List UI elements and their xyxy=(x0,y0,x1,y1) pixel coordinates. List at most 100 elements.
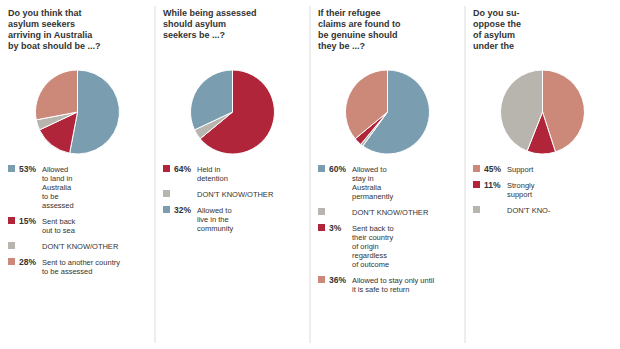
label-swatch xyxy=(318,276,325,283)
text-line: assessed xyxy=(42,201,74,210)
text-line: to be assessed xyxy=(42,267,92,276)
chart-panel: While being assessedshould asylumseekers… xyxy=(155,6,274,343)
slice-label: Held indetention xyxy=(197,165,228,183)
text-line: it is safe to return xyxy=(352,285,410,294)
label-swatch xyxy=(163,206,170,213)
data-label: 45% xyxy=(484,164,501,174)
text-line: Do you su- xyxy=(473,8,520,18)
label-swatch xyxy=(8,165,15,172)
data-label: 32% xyxy=(174,205,191,215)
slice-label: DON'T KNO- xyxy=(507,206,551,215)
text-line: If their refugee xyxy=(318,8,381,18)
chart-title: Do you think thatasylum seekersarriving … xyxy=(8,8,101,51)
label-swatch xyxy=(8,217,15,224)
chart-panel: Do you think thatasylum seekersarriving … xyxy=(8,8,120,276)
text-line: Do you think that xyxy=(8,8,82,18)
text-line: Allowed to xyxy=(352,165,387,174)
text-line: to land in xyxy=(42,174,72,183)
text-line: Sent back xyxy=(42,217,76,226)
text-line: Strongly xyxy=(507,181,535,190)
pie-slice xyxy=(345,70,387,139)
slice-label: DON'T KNOW/OTHER xyxy=(352,208,429,217)
slice-label: DON'T KNOW/OTHER xyxy=(197,190,274,199)
label-swatch xyxy=(163,165,170,172)
separator xyxy=(155,6,156,343)
text-line: arriving in Australia xyxy=(8,30,93,40)
text-line: they be ...? xyxy=(318,41,365,51)
text-line: of outcome xyxy=(352,260,389,269)
chart-panel: Do you su-oppose theof asylumunder the 45… xyxy=(465,6,584,343)
label-swatch xyxy=(318,224,325,231)
chart-title: Do you su-oppose theof asylumunder the xyxy=(473,8,521,51)
text-line: Australia xyxy=(42,183,72,192)
slice-label: Support xyxy=(507,165,534,174)
slice-label: DON'T KNOW/OTHER xyxy=(42,242,119,251)
text-line: regardless xyxy=(352,251,387,260)
slice-label: Sent back totheir countryof originregard… xyxy=(352,224,394,269)
label-swatch xyxy=(8,242,15,249)
label-swatch xyxy=(473,206,480,213)
text-line: to be xyxy=(42,192,59,201)
text-line: Allowed to stay only until xyxy=(352,276,434,285)
slice-label: Allowed to stay only untilit is safe to … xyxy=(352,276,434,294)
data-label: 3% xyxy=(329,223,342,233)
text-line: DON'T KNOW/OTHER xyxy=(352,208,429,217)
text-line: out to sea xyxy=(42,226,76,235)
text-line: their country xyxy=(352,233,394,242)
data-label: 64% xyxy=(174,164,191,174)
text-line: Support xyxy=(507,165,534,174)
chart-canvas: Do you think thatasylum seekersarriving … xyxy=(0,0,620,349)
text-line: be genuine should xyxy=(318,30,398,40)
text-line: DON'T KNOW/OTHER xyxy=(42,242,119,251)
separator xyxy=(310,6,311,343)
text-line: Allowed to xyxy=(197,206,232,215)
text-line: detention xyxy=(197,174,228,183)
pie xyxy=(500,70,584,154)
text-line: oppose the xyxy=(473,19,521,29)
data-label: 53% xyxy=(19,164,36,174)
text-line: DON'T KNOW/OTHER xyxy=(197,190,274,199)
pie-slice xyxy=(36,70,78,120)
label-swatch xyxy=(163,190,170,197)
text-line: seekers be ...? xyxy=(163,30,225,40)
text-line: support xyxy=(507,190,533,199)
pie xyxy=(190,70,274,154)
chart-title: While being assessedshould asylumseekers… xyxy=(163,8,257,40)
text-line: Sent back to xyxy=(352,224,394,233)
chart-title: If their refugeeclaims are found tobe ge… xyxy=(318,8,401,51)
text-line: Allowed xyxy=(42,165,68,174)
pie-slice xyxy=(190,70,232,130)
data-label: 36% xyxy=(329,275,346,285)
label-swatch xyxy=(318,208,325,215)
data-label: 60% xyxy=(329,164,346,174)
chart-panel: If their refugeeclaims are found tobe ge… xyxy=(310,6,434,343)
data-label: 11% xyxy=(484,180,501,190)
slice-label: Allowed tolive in thecommunity xyxy=(197,206,234,233)
text-line: of origin xyxy=(352,242,379,251)
slice-label: Allowed tostay inAustraliapermanently xyxy=(352,165,394,201)
text-line: Held in xyxy=(197,165,220,174)
text-line: Australia xyxy=(352,183,382,192)
text-line: While being assessed xyxy=(163,8,257,18)
slice-label: Sent to another countryto be assessed xyxy=(42,258,120,276)
text-line: asylum seekers xyxy=(8,19,75,29)
data-label: 28% xyxy=(19,257,36,267)
pie xyxy=(345,70,429,154)
text-line: under the xyxy=(473,41,514,51)
text-line: claims are found to xyxy=(318,19,401,29)
pie-slice xyxy=(500,70,542,151)
label-swatch xyxy=(318,165,325,172)
text-line: community xyxy=(197,224,234,233)
text-line: live in the xyxy=(197,215,229,224)
label-swatch xyxy=(473,165,480,172)
separator xyxy=(465,6,466,343)
pie xyxy=(36,70,120,154)
text-line: stay in xyxy=(352,174,374,183)
slice-label: Sent backout to sea xyxy=(42,217,76,235)
text-line: permanently xyxy=(352,192,394,201)
slice-label: Stronglysupport xyxy=(507,181,535,199)
text-line: DON'T KNO- xyxy=(507,206,551,215)
label-swatch xyxy=(8,258,15,265)
text-line: should asylum xyxy=(163,19,226,29)
label-swatch xyxy=(473,181,480,188)
